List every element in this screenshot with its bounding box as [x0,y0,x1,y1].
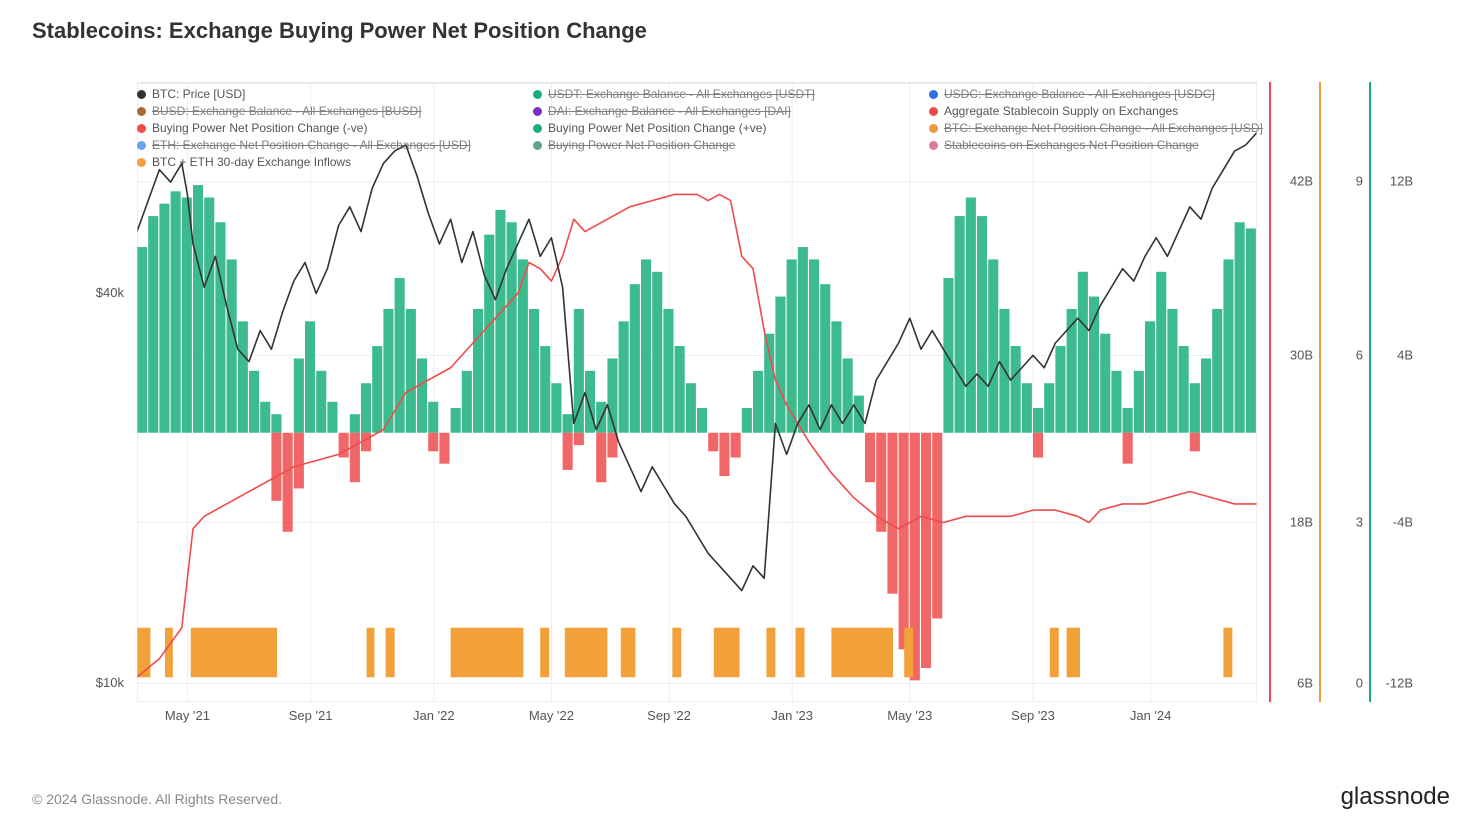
legend: BTC: Price [USD] USDT: Exchange Balance -… [137,87,1317,169]
plot-svg [137,83,1257,702]
x-axis: May '21 Sep '21 Jan '22 May '22 Sep '22 Jan '… [137,702,1257,732]
chart-title: Stablecoins: Exchange Buying Power Net P… [32,18,647,44]
legend-label: Stablecoins on Exchanges Net Position Ch… [944,138,1199,152]
y-right-column: 42B 30B 18B 6B [1269,82,1317,702]
legend-label: Buying Power Net Position Change (-ve) [152,121,367,135]
y-right-tick: -12B [1386,676,1413,691]
chart-container: $40k $10k BTC: Price [USD] USDT: Exchange … [32,82,1450,742]
y-right-column: 9 6 3 0 [1319,82,1367,702]
legend-marker [137,158,146,167]
y-right-tick: 3 [1356,515,1363,530]
y-right-axis-line [1369,82,1371,702]
legend-item[interactable]: Buying Power Net Position Change [533,138,921,152]
legend-item[interactable]: BUSD: Exchange Balance - All Exchanges [… [137,104,525,118]
x-tick: Sep '23 [1011,708,1055,723]
legend-marker [929,107,938,116]
legend-item[interactable]: USDC: Exchange Balance - All Exchanges [… [929,87,1317,101]
y-right-tick: 18B [1290,515,1313,530]
y-left-tick: $40k [32,285,132,300]
y-right-tick: 0 [1356,676,1363,691]
legend-item[interactable]: ETH: Exchange Net Position Change - All … [137,138,525,152]
y-right-column: 12B 4B -4B -12B [1369,82,1417,702]
legend-item[interactable]: BTC + ETH 30-day Exchange Inflows [137,155,525,169]
legend-label: ETH: Exchange Net Position Change - All … [152,138,471,152]
x-tick: Jan '24 [1130,708,1172,723]
y-right-tick: 6 [1356,347,1363,362]
footer-brand: glassnode [1341,783,1450,811]
legend-marker [929,124,938,133]
legend-label: BUSD: Exchange Balance - All Exchanges [… [152,104,421,118]
legend-label: Buying Power Net Position Change [548,138,735,152]
y-right-tick: 30B [1290,347,1313,362]
x-tick: Sep '22 [647,708,691,723]
y-right-tick: 9 [1356,174,1363,189]
x-tick: Sep '21 [289,708,333,723]
legend-marker [137,107,146,116]
x-tick: May '23 [887,708,932,723]
legend-marker [929,141,938,150]
plot-area: BTC: Price [USD] USDT: Exchange Balance -… [137,82,1257,702]
y-left-tick: $10k [32,675,132,690]
legend-marker [137,90,146,99]
footer-copyright: © 2024 Glassnode. All Rights Reserved. [32,791,282,807]
legend-item[interactable]: Aggregate Stablecoin Supply on Exchanges [929,104,1317,118]
x-tick: May '22 [529,708,574,723]
legend-marker [137,124,146,133]
legend-label: Aggregate Stablecoin Supply on Exchanges [944,104,1178,118]
legend-item[interactable]: BTC: Exchange Net Position Change - All … [929,121,1317,135]
legend-item[interactable]: DAI: Exchange Balance - All Exchanges [D… [533,104,921,118]
legend-marker [137,141,146,150]
legend-marker [533,141,542,150]
y-right-tick: 4B [1397,347,1413,362]
legend-item[interactable]: BTC: Price [USD] [137,87,525,101]
legend-label: USDC: Exchange Balance - All Exchanges [… [944,87,1215,101]
legend-label: BTC + ETH 30-day Exchange Inflows [152,155,351,169]
legend-item[interactable]: Stablecoins on Exchanges Net Position Ch… [929,138,1317,152]
legend-label: USDT: Exchange Balance - All Exchanges [… [548,87,815,101]
y-right-tick: 42B [1290,174,1313,189]
y-right-tick: 12B [1390,174,1413,189]
x-tick: May '21 [165,708,210,723]
legend-item[interactable]: Buying Power Net Position Change (-ve) [137,121,525,135]
y-right-axis-line [1269,82,1271,702]
legend-marker [929,90,938,99]
y-right-tick: -4B [1393,515,1413,530]
x-tick: Jan '23 [771,708,813,723]
y-right-tick: 6B [1297,676,1313,691]
y-right-axis-line [1319,82,1321,702]
legend-label: BTC: Exchange Net Position Change - All … [944,121,1263,135]
legend-marker [533,124,542,133]
legend-marker [533,90,542,99]
x-tick: Jan '22 [413,708,455,723]
legend-marker [533,107,542,116]
legend-item[interactable]: Buying Power Net Position Change (+ve) [533,121,921,135]
legend-label: DAI: Exchange Balance - All Exchanges [D… [548,104,791,118]
legend-item[interactable]: USDT: Exchange Balance - All Exchanges [… [533,87,921,101]
legend-label: Buying Power Net Position Change (+ve) [548,121,766,135]
legend-label: BTC: Price [USD] [152,87,245,101]
